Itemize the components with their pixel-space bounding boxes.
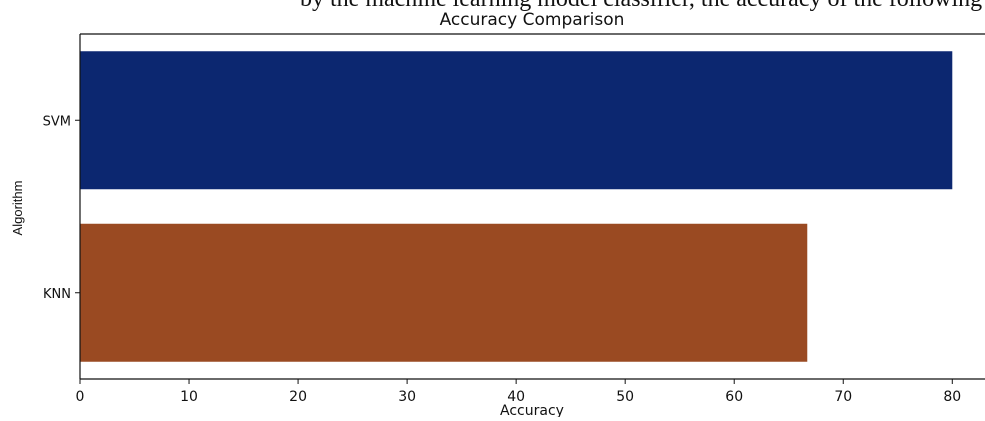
y-axis-label: Algorithm xyxy=(10,181,25,236)
bars-group xyxy=(80,51,953,362)
cropped-text-line: by the machine learning model classifier… xyxy=(300,0,982,13)
y-tick-label: KNN xyxy=(43,287,71,302)
chart-title: Accuracy Comparison xyxy=(440,10,625,30)
axes-frame xyxy=(79,33,985,380)
x-tick-label: 0 xyxy=(76,389,85,405)
x-tick-label: 70 xyxy=(834,389,852,405)
x-tick-label: 50 xyxy=(616,389,634,405)
x-tick-label: 40 xyxy=(507,389,525,405)
x-tick-label: 10 xyxy=(180,389,198,405)
x-tick-label: 20 xyxy=(289,389,307,405)
y-tick-label: SVM xyxy=(43,114,71,129)
bar-knn xyxy=(80,223,808,362)
x-tick-label: 80 xyxy=(943,389,961,405)
x-ticks-group: 0 10 20 30 40 50 60 70 80 xyxy=(76,379,961,405)
y-ticks-group: SVM KNN xyxy=(43,114,80,302)
x-tick-label: 60 xyxy=(725,389,743,405)
bar-svm xyxy=(80,51,953,190)
x-axis-label: Accuracy xyxy=(500,403,564,417)
x-tick-label: 30 xyxy=(398,389,416,405)
